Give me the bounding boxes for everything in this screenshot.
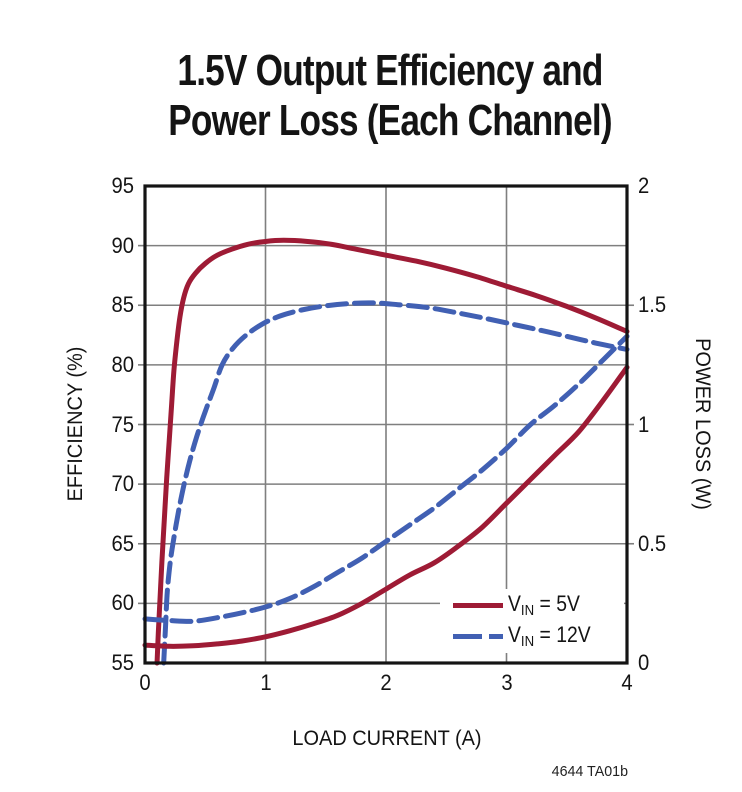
series-curve: [142, 333, 630, 624]
x-tick-1: 1: [259, 670, 272, 695]
chart-title-line2: Power Loss (Each Channel): [168, 96, 612, 145]
subscript-in: IN: [520, 602, 535, 619]
chart-title: 1.5V Output Efficiency and Power Loss (E…: [0, 46, 742, 146]
legend-line-solid-vin5: [453, 603, 503, 608]
series-curve: [154, 237, 630, 666]
subscript-in: IN: [520, 633, 535, 650]
legend-label-vin12: VIN = 12V: [508, 622, 591, 651]
y-right-tick-1: 1: [638, 411, 650, 437]
legend-label-vin5: VIN = 5V: [508, 591, 580, 620]
legend-line-dashed-vin12: [453, 634, 503, 639]
series-curve: [161, 300, 630, 666]
y-left-tick-90: 90: [111, 232, 134, 258]
y-axis-left-title: EFFICIENCY (%): [64, 346, 87, 502]
figure-code: 4644 TA01b: [551, 763, 628, 780]
x-axis-title: LOAD CURRENT (A): [292, 727, 482, 750]
plot-border: [143, 184, 629, 665]
y-left-tick-65: 65: [111, 530, 134, 556]
y-left-tick-75: 75: [111, 411, 134, 437]
y-left-tick-85: 85: [111, 292, 134, 318]
legend: VIN = 5V VIN = 12V: [442, 590, 624, 652]
y-axis-right-title: POWER LOSS (W): [691, 338, 714, 510]
y-left-tick-80: 80: [111, 351, 134, 377]
chart-title-line1: 1.5V Output Efficiency and: [177, 46, 603, 95]
y-left-tick-55: 55: [111, 650, 134, 675]
legend-item-vin12: VIN = 12V: [442, 622, 624, 651]
x-tick-0: 0: [139, 670, 151, 695]
x-tick-4: 4: [621, 670, 633, 695]
series-curve: [142, 364, 630, 649]
y-left-tick-70: 70: [111, 471, 134, 497]
y-right-tick-1.5: 1.5: [638, 292, 667, 318]
y-right-tick-2: 2: [638, 173, 650, 198]
x-tick-3: 3: [500, 670, 513, 695]
y-right-tick-0.5: 0.5: [638, 530, 667, 556]
y-left-tick-60: 60: [111, 590, 134, 616]
legend-item-vin5: VIN = 5V: [442, 591, 624, 620]
y-right-tick-0: 0: [638, 650, 650, 675]
y-left-tick-95: 95: [111, 173, 134, 198]
x-tick-2: 2: [380, 670, 392, 695]
